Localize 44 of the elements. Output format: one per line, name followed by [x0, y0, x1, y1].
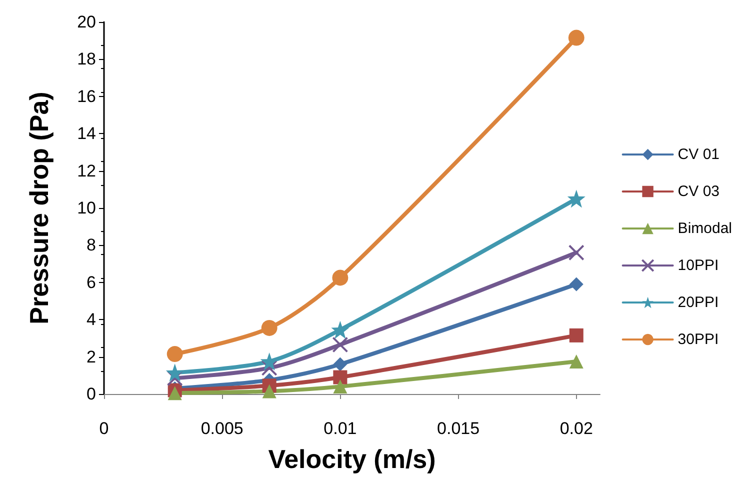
point [332, 270, 348, 286]
x-axis-title: Velocity (m/s) [268, 444, 436, 474]
legend-label: 10PPI [678, 257, 719, 274]
point [569, 354, 584, 368]
legend-label: 20PPI [678, 294, 719, 311]
x-tick-label: 0.02 [560, 419, 593, 438]
y-tick-label: 20 [77, 12, 96, 32]
point [331, 320, 350, 339]
legend-label: Bimodal [678, 220, 732, 237]
y-tick-label: 14 [77, 124, 96, 144]
point [166, 370, 183, 386]
legend-label: 30PPI [678, 331, 719, 348]
y-tick-label: 12 [77, 161, 96, 180]
point [168, 386, 182, 400]
point [332, 336, 348, 353]
legend-label: CV 03 [678, 183, 720, 200]
point [261, 320, 278, 336]
y-tick-label: 2 [86, 347, 96, 366]
y-tick-label: 6 [86, 272, 96, 292]
point [333, 380, 348, 394]
point [262, 384, 276, 398]
y-axis-title: Pressure drop (Pa) [24, 92, 54, 324]
y-tick-label: 18 [77, 50, 96, 69]
legend-label: CV 01 [678, 146, 720, 163]
point [166, 364, 184, 382]
x-tick-label: 0 [99, 419, 109, 438]
point [567, 190, 586, 208]
y-tick-label: 16 [77, 86, 96, 106]
y-tick-label: 10 [77, 198, 96, 218]
point [568, 30, 584, 46]
point [569, 328, 584, 342]
x-tick-label: 0.01 [324, 419, 357, 438]
x-tick-label: 0.015 [437, 419, 480, 438]
point [166, 346, 183, 362]
y-tick-label: 4 [86, 310, 96, 330]
x-tick-label: 0.005 [200, 419, 244, 438]
y-tick-label: 8 [86, 236, 96, 255]
point [261, 360, 278, 376]
point [333, 357, 348, 372]
point [568, 244, 584, 261]
point [333, 370, 348, 384]
point [569, 277, 584, 292]
point [260, 352, 278, 370]
y-tick-label: 0 [86, 384, 96, 404]
